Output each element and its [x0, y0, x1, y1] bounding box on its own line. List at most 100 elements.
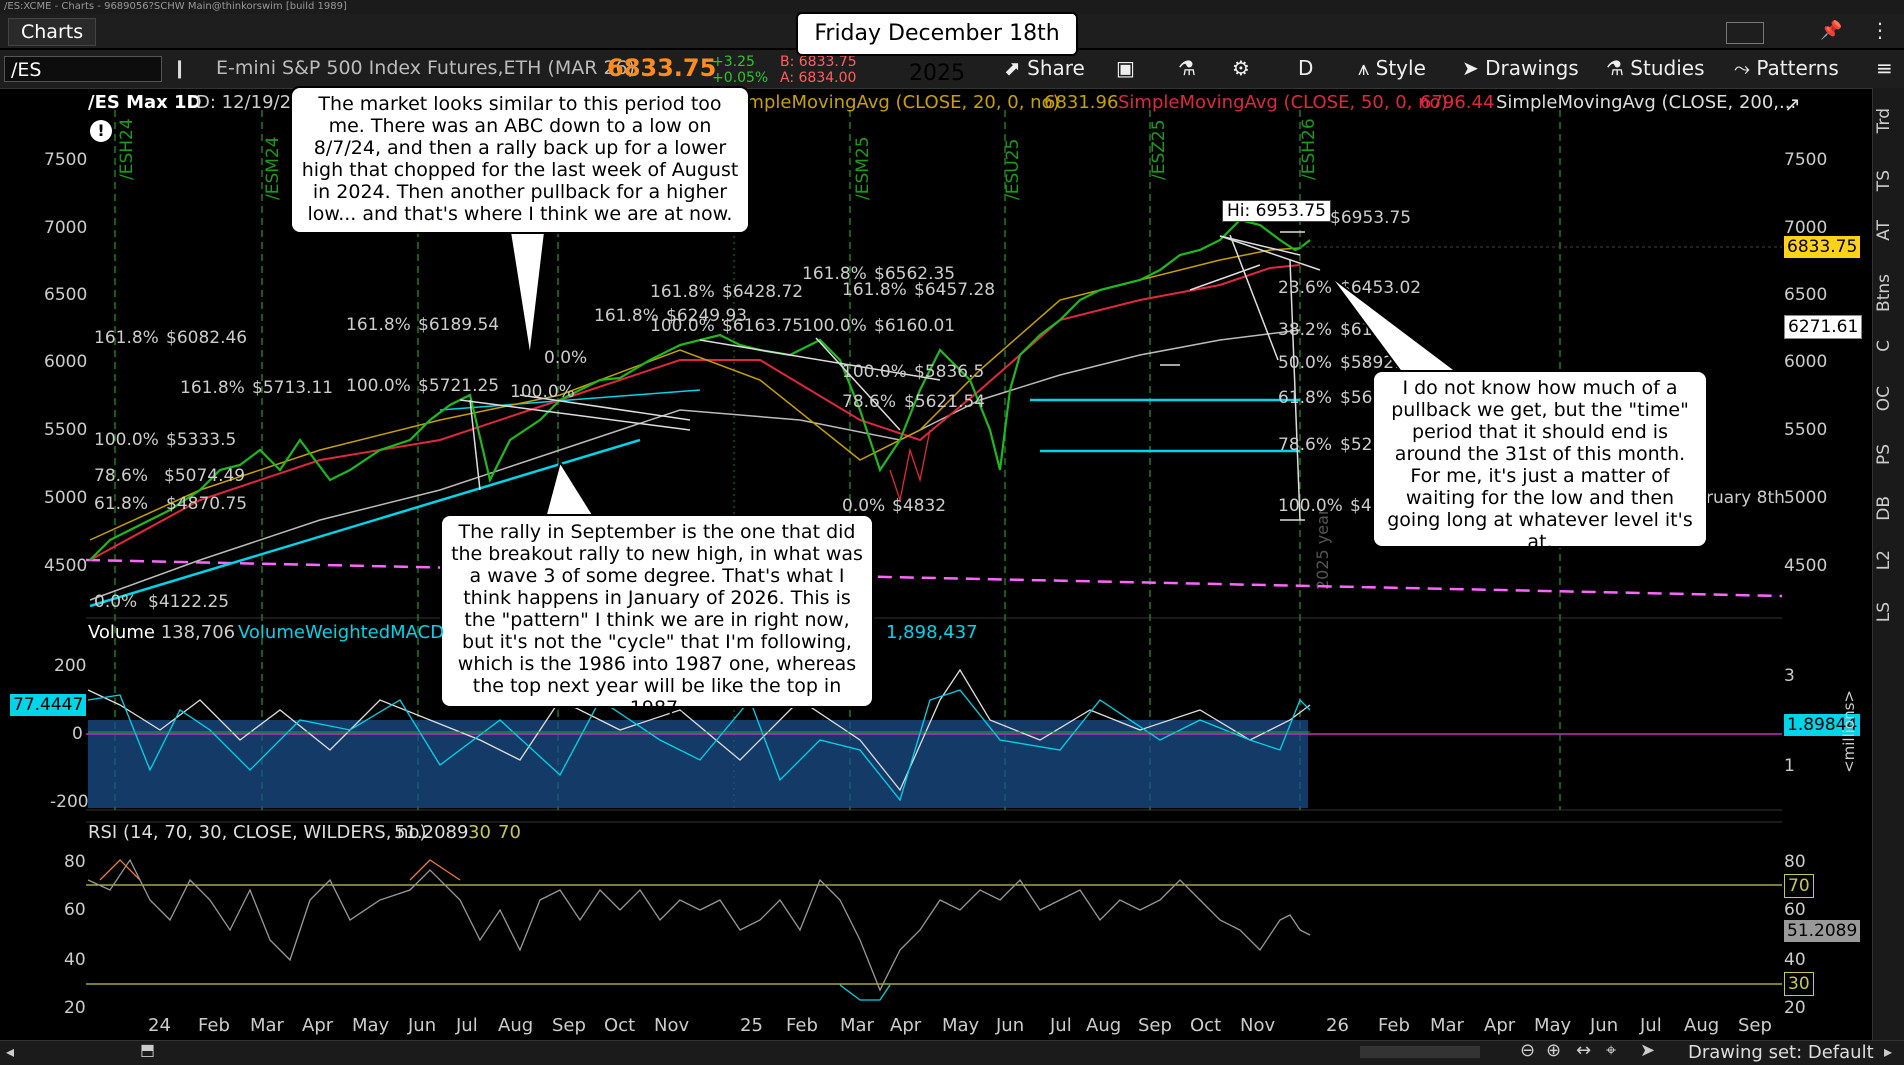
contract-label: /ESZ25: [1149, 119, 1169, 180]
month-label: May: [942, 1015, 980, 1036]
scroll-left-icon[interactable]: ◂: [6, 1042, 15, 1061]
month-label: Jun: [1590, 1015, 1619, 1036]
contract-label: /ESH26: [1299, 118, 1319, 180]
pan-icon[interactable]: ↔: [1576, 1040, 1592, 1061]
rsi-label[interactable]: RSI (14, 70, 30, CLOSE, WILDERS, no): [88, 822, 427, 843]
partial-label: ruary 8th: [1706, 488, 1785, 508]
fib-level: 100.0%: [650, 316, 715, 336]
volume-label[interactable]: Volume 138,706: [88, 622, 235, 643]
aggregation-button[interactable]: D: [1298, 56, 1314, 80]
side-tab-trd[interactable]: Trd: [1874, 108, 1894, 134]
fib-price: $4870.75: [166, 494, 248, 514]
volume-value: 138,706: [160, 622, 236, 643]
fib-level: 100.0%: [510, 382, 575, 402]
fib-price: $6163.75: [722, 316, 804, 336]
pin-icon[interactable]: 📌: [1820, 20, 1843, 41]
drawings-button[interactable]: ➤ Drawings: [1462, 56, 1579, 80]
price-axis-label: 7500: [1784, 150, 1828, 170]
studies-button[interactable]: ⚗ Studies: [1606, 56, 1705, 80]
rsi-axis-label: 20: [1784, 998, 1806, 1018]
fib-level: 78.6%: [1278, 435, 1333, 455]
drawing-set[interactable]: Drawing set: Default: [1688, 1042, 1874, 1063]
month-label: Jul: [1640, 1015, 1662, 1036]
rsi-axis-label: 40: [64, 950, 86, 970]
month-label: 26: [1326, 1015, 1349, 1036]
fib-level: 161.8%: [650, 282, 715, 302]
menu-icon[interactable]: ≡: [1876, 56, 1893, 80]
side-tab-btns[interactable]: Btns: [1874, 274, 1894, 312]
crosshair-icon[interactable]: ⌖: [1606, 1040, 1617, 1061]
chart-canvas[interactable]: /ESH24 /ESM24 /ESM25 /ESU25 /ESZ25 /ESH2…: [0, 88, 1904, 1018]
side-tab-oc[interactable]: OC: [1874, 386, 1894, 412]
month-label: Oct: [1190, 1015, 1222, 1036]
link-icon[interactable]: ❙: [172, 58, 188, 79]
chart-settings-icon[interactable]: ↗: [1784, 92, 1801, 116]
style-button[interactable]: ⩚ Style: [1358, 56, 1426, 80]
studies-label: Studies: [1630, 56, 1705, 80]
fib-level: 50.0%: [1278, 353, 1333, 373]
gear-icon[interactable]: ⚙: [1232, 56, 1250, 80]
flask-icon[interactable]: ⚗: [1178, 56, 1196, 80]
price-axis-label: 5500: [1784, 420, 1828, 440]
fib-price: $6562.35: [874, 264, 956, 284]
side-tab-l2[interactable]: L2: [1874, 550, 1894, 571]
rsi-level: 30: [468, 822, 491, 843]
share-button[interactable]: ⬈ Share: [1004, 56, 1085, 80]
more-icon[interactable]: ⋮: [1870, 18, 1890, 42]
rsi-level: 70: [498, 822, 521, 843]
side-tab-at[interactable]: AT: [1874, 220, 1894, 241]
chart-date: D: 12/19/25: [196, 92, 303, 113]
month-label: Mar: [250, 1015, 284, 1036]
left-axis-label: 5500: [44, 420, 88, 440]
sma200-label[interactable]: SimpleMovingAvg (CLOSE, 200,...: [1496, 92, 1797, 113]
side-tab-c[interactable]: C: [1874, 340, 1894, 352]
charts-tab[interactable]: Charts: [8, 18, 97, 46]
month-label: Feb: [1378, 1015, 1410, 1036]
alert-icon[interactable]: !: [90, 120, 112, 142]
annotation-callout: I do not know how much of a pullback we …: [1372, 370, 1708, 553]
month-label: 24: [148, 1015, 171, 1036]
sma20-label[interactable]: SimpleMovingAvg (CLOSE, 20, 0, no): [730, 92, 1060, 113]
month-label: Feb: [198, 1015, 230, 1036]
patterns-button[interactable]: ⤳ Patterns: [1734, 56, 1839, 80]
price-axis-label: 5000: [1784, 488, 1828, 508]
flask-icon: ⚗: [1606, 56, 1631, 80]
collapse-icon[interactable]: ⬒: [140, 1040, 156, 1059]
left-axis-label: 7500: [44, 150, 88, 170]
side-tab-ls[interactable]: LS: [1874, 602, 1894, 623]
month-label: Jun: [996, 1015, 1025, 1036]
high-label: Hi: 6953.75: [1222, 200, 1331, 222]
side-tab-ts[interactable]: TS: [1874, 170, 1894, 192]
rsi-axis-label: 60: [1784, 900, 1806, 920]
scroll-thumb[interactable]: [1360, 1046, 1480, 1058]
scroll-right-icon[interactable]: ▸: [1884, 1042, 1893, 1061]
fib-level: 78.6%: [94, 466, 149, 486]
bid-price: B: 6833.75: [780, 54, 857, 70]
side-tab-ps[interactable]: PS: [1874, 444, 1894, 466]
zoom-in-icon[interactable]: ⊕: [1546, 1040, 1562, 1061]
vwmacd-tag: 77.4447: [10, 694, 87, 716]
vwmacd-label[interactable]: VolumeWeightedMACD: [238, 622, 445, 643]
fib-level: 23.6%: [1278, 278, 1333, 298]
news-icon[interactable]: ▣: [1116, 56, 1135, 80]
volume-axis-label: 1: [1784, 756, 1795, 776]
month-label: Oct: [604, 1015, 636, 1036]
net-change: +3.25: [712, 54, 755, 70]
side-tab-db[interactable]: DB: [1874, 496, 1894, 521]
volume-unit: <millions>: [1840, 690, 1858, 773]
left-axis-label: 7000: [44, 218, 88, 238]
zoom-out-icon[interactable]: ⊖: [1520, 1040, 1536, 1061]
cursor-icon[interactable]: ➤: [1640, 1040, 1656, 1061]
left-axis-label: 6000: [44, 352, 88, 372]
annotation-callout: The rally in September is the one that d…: [440, 514, 874, 719]
fib-price: $5333.5: [166, 430, 237, 450]
sma50-label[interactable]: SimpleMovingAvg (CLOSE, 50, 0, no): [1118, 92, 1448, 113]
share-icon: ⬈: [1004, 56, 1028, 80]
side-panel: [1872, 88, 1904, 1040]
contract-label: /ESH24: [117, 118, 137, 180]
fib-price: $6082.46: [166, 328, 248, 348]
price-axis-label: 7000: [1784, 218, 1828, 238]
last-price: 6833.75: [607, 54, 717, 82]
grid-icon[interactable]: [1726, 22, 1764, 44]
symbol-input[interactable]: /ES: [4, 56, 162, 82]
